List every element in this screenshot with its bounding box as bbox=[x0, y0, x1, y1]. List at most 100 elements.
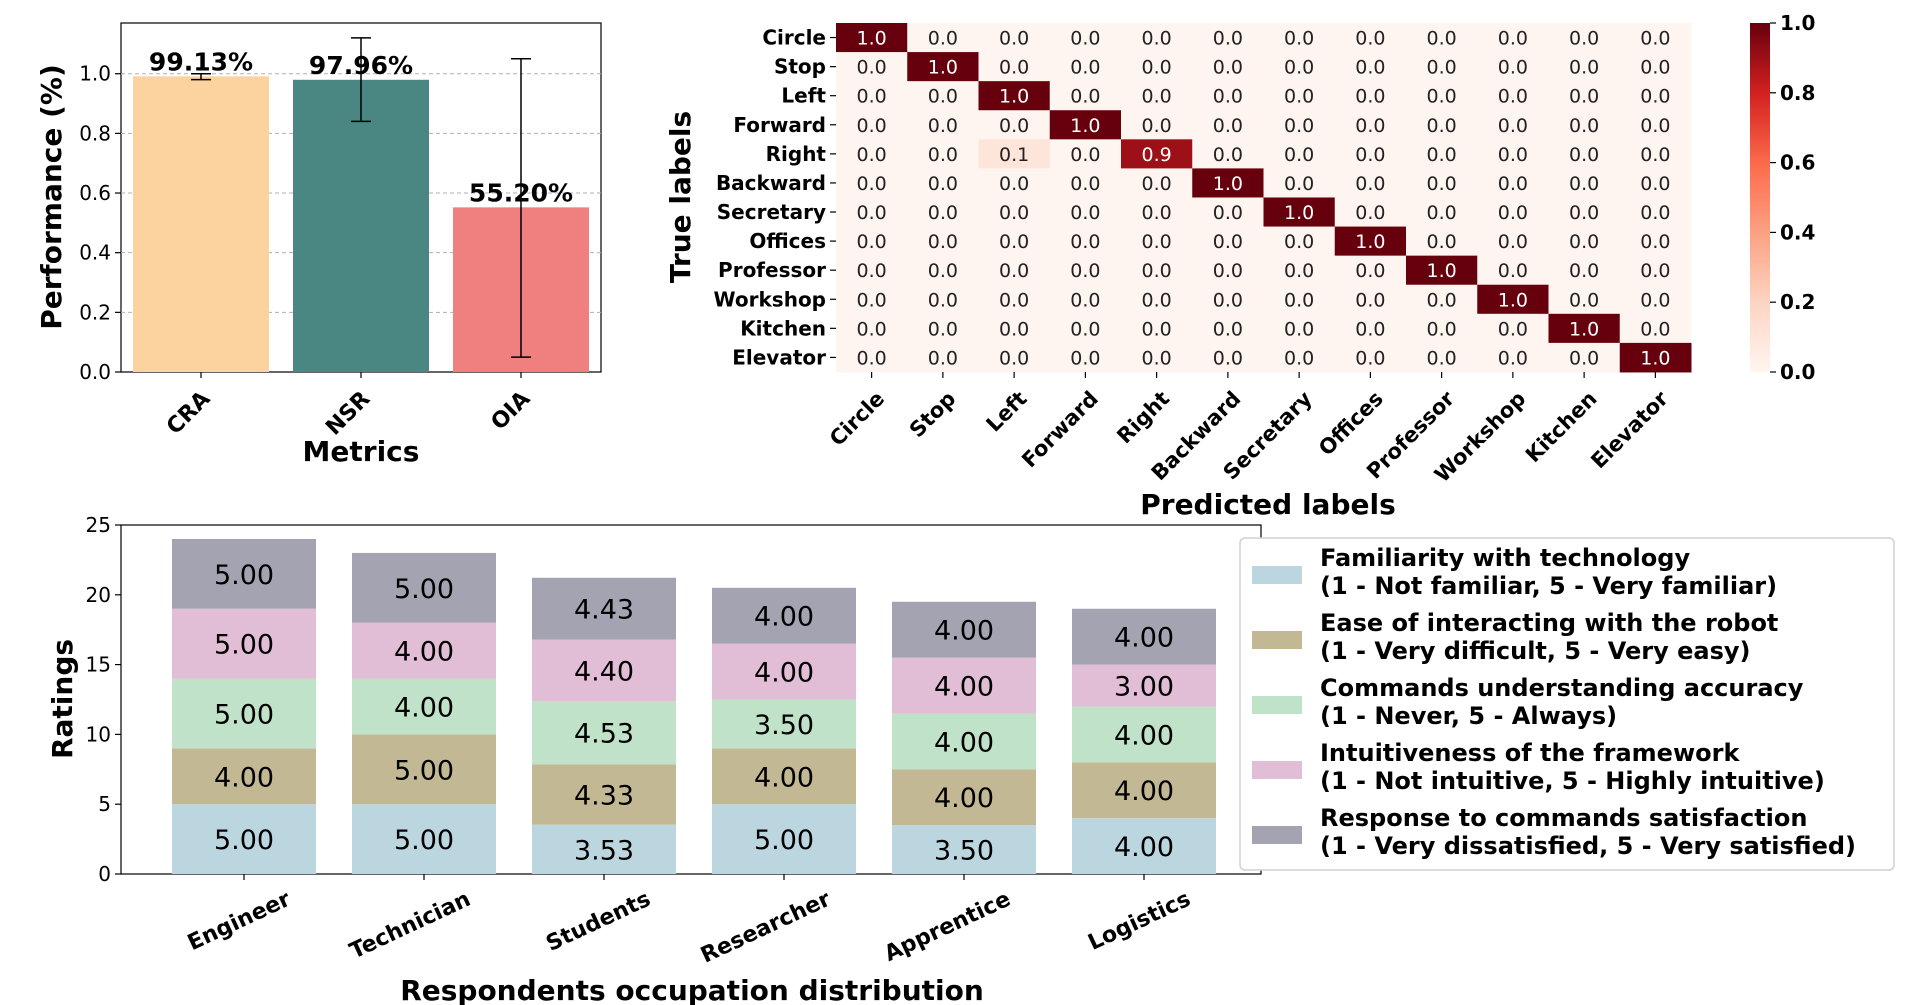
heatmap-cell bbox=[1406, 342, 1478, 373]
heatmap-cell-value: 0.0 bbox=[1213, 260, 1243, 282]
heatmap-cell bbox=[1192, 255, 1264, 286]
heatmap-cell bbox=[1263, 197, 1336, 228]
heatmap-cell bbox=[1619, 23, 1692, 53]
heatmap-cell-value: 0.0 bbox=[1427, 289, 1457, 311]
chart1-ytick-label: 0.0 bbox=[79, 360, 111, 384]
heatmap-cell bbox=[1192, 139, 1264, 169]
chart1-ytick-label: 0.2 bbox=[79, 300, 111, 324]
heatmap-cell bbox=[978, 52, 1051, 82]
heatmap-cell-value: 0.0 bbox=[857, 202, 887, 224]
heatmap-cell-value: 0.0 bbox=[1640, 260, 1670, 282]
heatmap-cell-value: 0.0 bbox=[1569, 173, 1599, 195]
heatmap-ytick-label: Workshop bbox=[714, 287, 826, 311]
heatmap-ytick-label: Right bbox=[766, 142, 827, 166]
heatmap-cell-value: 0.0 bbox=[1569, 144, 1599, 166]
chart1-ytick-label: 0.4 bbox=[79, 241, 111, 265]
heatmap-cell bbox=[1406, 52, 1478, 82]
legend-swatch bbox=[1252, 826, 1302, 844]
chart3-segment-label: 4.00 bbox=[214, 762, 274, 793]
chart3-segment-label: 5.00 bbox=[394, 574, 454, 605]
heatmap-cell-value: 0.0 bbox=[928, 28, 958, 50]
heatmap-cell bbox=[1406, 139, 1478, 169]
heatmap-cell bbox=[907, 342, 979, 373]
heatmap-cell-value: 0.0 bbox=[1427, 173, 1457, 195]
chart3-ytick-label: 20 bbox=[86, 583, 111, 607]
heatmap-cell-value: 0.0 bbox=[1498, 57, 1528, 79]
heatmap-cell bbox=[1334, 139, 1407, 169]
chart3-segment-label: 5.00 bbox=[394, 755, 454, 786]
confusion-matrix-heatmap: 1.0 0.0 0.0 0.0 0.0 0.0 0.0 0.0 0.0 0.0 0.0 0.0 0.0 1… bbox=[664, 11, 1815, 521]
colorbar-tick-label: 0.2 bbox=[1780, 290, 1815, 314]
heatmap-cell-value: 1.0 bbox=[1284, 202, 1314, 224]
heatmap-cell-value: 0.0 bbox=[1427, 115, 1457, 137]
heatmap-cell bbox=[1334, 197, 1407, 228]
legend-detail: (1 - Not familiar, 5 - Very familiar) bbox=[1320, 572, 1777, 600]
colorbar-tick-label: 1.0 bbox=[1780, 11, 1815, 35]
heatmap-cell bbox=[1049, 197, 1122, 228]
heatmap-cell-value: 0.0 bbox=[1070, 231, 1100, 253]
heatmap-cell-value: 0.0 bbox=[1640, 173, 1670, 195]
chart3-segment-label: 4.00 bbox=[934, 727, 994, 758]
chart3-bar-segment bbox=[172, 608, 316, 679]
heatmap-cell bbox=[1619, 284, 1692, 315]
colorbar-tick-label: 0.0 bbox=[1780, 360, 1815, 384]
heatmap-xtick-label: Stop bbox=[905, 387, 961, 443]
heatmap-cell bbox=[1263, 342, 1336, 373]
colorbar bbox=[1750, 23, 1770, 372]
heatmap-cell bbox=[1619, 81, 1692, 111]
legend-swatch bbox=[1252, 631, 1302, 649]
heatmap-cell bbox=[1121, 255, 1193, 286]
heatmap-cell bbox=[1263, 23, 1336, 53]
chart3-segment-label: 4.00 bbox=[1114, 720, 1174, 751]
heatmap-cell bbox=[1334, 168, 1407, 198]
chart3-bar-segment bbox=[892, 601, 1036, 658]
heatmap-cell-value: 0.0 bbox=[1355, 260, 1385, 282]
heatmap-cell bbox=[1192, 110, 1264, 140]
chart3-segment-label: 3.53 bbox=[574, 835, 634, 866]
heatmap-cell bbox=[1049, 255, 1122, 286]
heatmap-cell bbox=[1192, 23, 1264, 53]
heatmap-cell bbox=[1406, 23, 1478, 53]
chart3-segment-label: 4.00 bbox=[934, 672, 994, 703]
heatmap-cell bbox=[1477, 313, 1549, 344]
heatmap-cell-value: 0.0 bbox=[1427, 202, 1457, 224]
heatmap-ytick-label: Elevator bbox=[732, 345, 826, 369]
chart3-bar-segment bbox=[1072, 818, 1216, 874]
heatmap-cell-value: 0.0 bbox=[1640, 144, 1670, 166]
heatmap-cell bbox=[978, 81, 1051, 111]
heatmap-cell bbox=[1619, 226, 1692, 257]
heatmap-cell-value: 0.0 bbox=[1142, 318, 1172, 340]
chart3-xtick-label: Engineer bbox=[184, 887, 295, 956]
heatmap-cell bbox=[1477, 255, 1549, 286]
heatmap-cell-value: 0.0 bbox=[1070, 57, 1100, 79]
heatmap-cell-value: 0.0 bbox=[928, 115, 958, 137]
legend-label: Ease of interacting with the robot bbox=[1320, 609, 1778, 637]
heatmap-cell bbox=[836, 226, 908, 257]
colorbar-tick-label: 0.4 bbox=[1780, 220, 1815, 244]
heatmap-cell-value: 0.0 bbox=[1284, 86, 1314, 108]
chart3-xtick-label: Students bbox=[542, 887, 654, 957]
chart1-ylabel: Performance (%) bbox=[35, 64, 68, 330]
heatmap-cell bbox=[1619, 255, 1692, 286]
heatmap-ytick-label: Kitchen bbox=[740, 316, 826, 340]
heatmap-cell bbox=[1548, 284, 1621, 315]
heatmap-cell-value: 0.0 bbox=[1427, 57, 1457, 79]
heatmap-cell-value: 0.0 bbox=[1142, 28, 1172, 50]
heatmap-cell bbox=[907, 313, 979, 344]
heatmap-cell-value: 0.0 bbox=[1355, 28, 1385, 50]
chart1-xtick-label: NSR bbox=[321, 387, 375, 441]
heatmap-cell bbox=[1049, 226, 1122, 257]
heatmap-cell-value: 1.0 bbox=[928, 57, 958, 79]
heatmap-cell bbox=[1548, 139, 1621, 169]
ratings-stacked-bar-chart: 5.00 4.00 5.00 5.00 5.00 5.00 5.00 4.00 4.00 5.00… bbox=[46, 513, 1895, 1005]
heatmap-cell bbox=[1121, 342, 1193, 373]
chart3-segment-label: 5.00 bbox=[214, 699, 274, 730]
chart3-segment-label: 4.00 bbox=[754, 762, 814, 793]
heatmap-cell bbox=[1548, 110, 1621, 140]
heatmap-cell-value: 0.0 bbox=[928, 347, 958, 369]
heatmap-cell bbox=[1049, 313, 1122, 344]
heatmap-cell-value: 0.0 bbox=[1355, 57, 1385, 79]
chart3-segment-label: 4.40 bbox=[574, 656, 634, 687]
heatmap-cell-value: 0.0 bbox=[999, 231, 1029, 253]
heatmap-cell bbox=[836, 197, 908, 228]
